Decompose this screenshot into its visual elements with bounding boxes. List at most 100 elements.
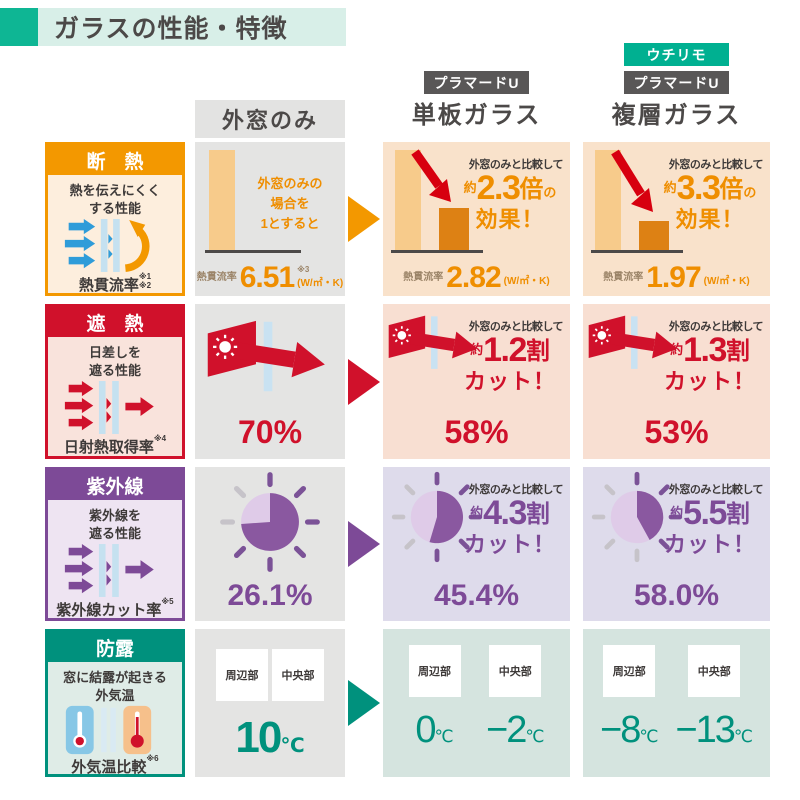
metric-note: ※5 xyxy=(161,597,174,607)
bar-axis xyxy=(591,250,683,253)
right-arrow-icon xyxy=(348,358,380,405)
cell-shading-baseline: 70% xyxy=(195,304,345,459)
row-uv-desc: 紫外線を 遮る性能 xyxy=(88,508,141,541)
factor-value: 2.3 xyxy=(476,169,521,207)
title-accent-square xyxy=(0,8,38,46)
row-shading-label: 遮 熱 日差しを 遮る性能 日射熱取得率※4 xyxy=(45,304,185,459)
comparison-table: 断 熱 熱を伝えにくく する性能 熱貫流率※1 ※2 xyxy=(45,142,770,777)
row-insulation-desc: 熱を伝えにくく する性能 xyxy=(69,183,161,216)
u-value: 1.97 xyxy=(646,260,701,294)
shading-arrows-icon xyxy=(63,379,167,436)
baseline-bar xyxy=(595,150,621,250)
pair-center: 中央部 −2℃ xyxy=(486,645,544,777)
temp-value: −8 xyxy=(600,709,641,751)
factor-value: 1.3 xyxy=(683,331,727,369)
pair-perimeter: 周辺部 −8℃ xyxy=(600,645,658,777)
row-condensation-title: 防露 xyxy=(48,632,182,662)
temp-unit: ℃ xyxy=(280,735,305,757)
cell-insulation-baseline: 外窓のみの 場合を 1とすると 熱貫流率 6.51 ※3 (W/㎡・K) xyxy=(195,142,345,296)
row-insulation-title: 断 熱 xyxy=(48,145,182,175)
uv-sun-pie-icon xyxy=(220,472,320,572)
temperature-pairs: 周辺部 −8℃ 中央部 −13℃ xyxy=(583,629,770,777)
effect-text: 約2.3倍の効果！ xyxy=(452,171,568,231)
uv-cut-value: 26.1% xyxy=(227,579,313,612)
effect-text: 約5.5割 カット！ xyxy=(652,496,768,556)
compare-note: 外窓のみと比較して xyxy=(468,159,564,171)
cell-condensation-single: 周辺部 0℃ 中央部 −2℃ xyxy=(383,629,570,777)
shgc-value: 53% xyxy=(644,414,709,450)
u-value-unit: (W/㎡・K) xyxy=(503,276,550,287)
metric-name: 熱貫流率 xyxy=(603,272,644,283)
improved-bar xyxy=(439,208,469,250)
factor-suffix: 割 xyxy=(725,501,750,528)
bar-axis xyxy=(391,250,483,253)
factor-suffix: 割 xyxy=(525,501,550,528)
row-uv-metric: 紫外線カット率※5 xyxy=(56,597,174,620)
baseline-note: 外窓のみの 場合を 1とすると xyxy=(257,176,323,232)
uv-cut-value: 45.4% xyxy=(433,579,520,612)
temperature: −13℃ xyxy=(675,709,753,752)
arrow-insulation xyxy=(345,142,383,296)
factor-value: 3.3 xyxy=(676,169,721,207)
thermometers-icon xyxy=(64,704,166,756)
compare-note: 外窓のみと比較して xyxy=(468,321,564,333)
row-shading-metric: 日射熱取得率※4 xyxy=(64,434,166,457)
metric-name: 熱貫流率 xyxy=(403,272,444,283)
temperature: −2℃ xyxy=(486,709,544,752)
factor-value: 1.2 xyxy=(483,331,527,369)
metric-name: 外気温比較 xyxy=(71,759,147,777)
factor-suffix: 割 xyxy=(725,338,750,365)
approx-label: 約 xyxy=(663,180,677,195)
page-title: ガラスの性能・特徴 xyxy=(54,15,288,43)
row-insulation-label: 断 熱 熱を伝えにくく する性能 熱貫流率※1 ※2 xyxy=(45,142,185,296)
effect-text: 約4.3割 カット！ xyxy=(452,496,568,556)
drop-arrow-icon xyxy=(611,149,653,212)
row-condensation-label: 防露 窓に結露が起きる 外気温 外気温比較※6 xyxy=(45,629,185,777)
u-value-line: 熱貫流率 1.97 (W/㎡・K) xyxy=(583,260,770,294)
shgc-value: 70% xyxy=(237,414,303,450)
shgc-value: 58% xyxy=(444,414,509,450)
zone-badge-center: 中央部 xyxy=(688,645,741,697)
pair-perimeter: 周辺部 0℃ xyxy=(408,645,461,777)
compare-note: 外窓のみと比較して xyxy=(668,159,764,171)
compare-note: 外窓のみと比較して xyxy=(468,484,564,496)
u-value-unit: (W/㎡・K) xyxy=(703,276,750,287)
row-uv-title: 紫外線 xyxy=(48,470,182,500)
row-shading-title: 遮 熱 xyxy=(48,307,182,337)
note-marker: ※3 xyxy=(297,265,310,274)
uchirimo-badge: ウチリモ xyxy=(624,43,729,66)
cut-label: カット！ xyxy=(463,532,556,557)
factor-particle: の xyxy=(743,185,757,200)
zone-badge-perimeter: 周辺部 xyxy=(408,645,461,697)
approx-label: 約 xyxy=(670,342,684,357)
cell-shading-single: 外窓のみと比較して 約1.2割 カット！ 58% xyxy=(383,304,570,459)
compare-note: 外窓のみと比較して xyxy=(668,321,764,333)
zone-badges: 周辺部 中央部 xyxy=(195,649,345,701)
cut-label: カット！ xyxy=(463,369,556,394)
temp-unit: ℃ xyxy=(434,727,454,746)
column-header-single: 単板ガラス xyxy=(411,102,542,129)
row-shading-desc: 日差しを 遮る性能 xyxy=(88,345,141,378)
temp-value: 0 xyxy=(415,709,436,751)
approx-label: 約 xyxy=(463,180,477,195)
factor-value: 4.3 xyxy=(483,494,527,532)
u-value-line: 熱貫流率 2.82 (W/㎡・K) xyxy=(383,260,570,294)
factor-particle: の xyxy=(543,185,557,200)
row-condensation-desc: 窓に結露が起きる 外気温 xyxy=(63,670,167,703)
effect-text: 約3.3倍の 効果！ xyxy=(652,171,768,231)
metric-note: ※6 xyxy=(146,754,159,764)
sun-arrow-icon xyxy=(207,320,325,392)
cell-uv-single: 外窓のみと比較して 約4.3割 カット！ 45.4% xyxy=(383,467,570,621)
sun-arrow-icon xyxy=(588,315,678,369)
cell-uv-double: 外窓のみと比較して 約5.5割 カット！ 58.0% xyxy=(583,467,770,621)
factor-value: 5.5 xyxy=(683,494,727,532)
baseline-bar xyxy=(395,150,421,250)
effect-label: 効果！ xyxy=(475,207,545,232)
temperature: −8℃ xyxy=(600,709,658,752)
u-value: 2.82 xyxy=(446,260,501,294)
factor-suffix: 倍 xyxy=(519,176,544,203)
factor-suffix: 倍 xyxy=(719,176,744,203)
column-header-double: 複層ガラス xyxy=(611,102,742,129)
approx-label: 約 xyxy=(470,342,484,357)
compare-note: 外窓のみと比較して xyxy=(668,484,764,496)
